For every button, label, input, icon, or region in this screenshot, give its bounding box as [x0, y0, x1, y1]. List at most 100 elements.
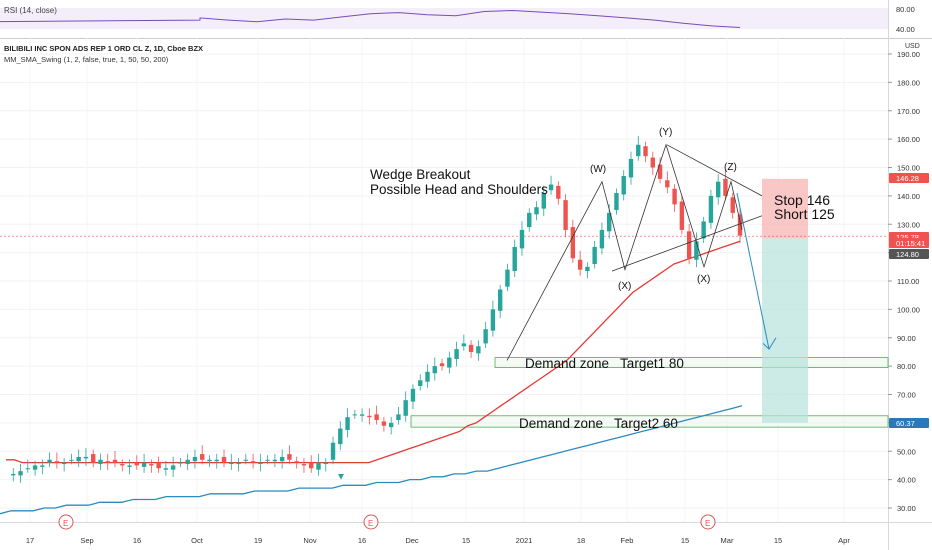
candle-body: [120, 464, 125, 466]
rsi-tick-40: 40.00: [896, 25, 915, 34]
price-badge-text: 146.28: [896, 174, 919, 183]
time-tick-label: 18: [577, 536, 585, 545]
candle-body: [287, 454, 292, 460]
price-badge-text: 125.78: [896, 233, 919, 242]
candle-body: [178, 462, 183, 464]
candle-body: [279, 456, 285, 462]
candle-body: [61, 462, 67, 465]
candle-body: [388, 422, 394, 428]
candle-body: [636, 144, 641, 157]
candle-body: [621, 176, 626, 195]
candle-body: [105, 461, 110, 463]
svg-text:E: E: [63, 519, 68, 528]
candle-body: [265, 459, 270, 461]
candle-body: [54, 461, 60, 463]
wave-z-label: (Z): [724, 162, 737, 173]
moving-averages: [0, 240, 743, 515]
candle-body: [454, 349, 459, 360]
signal-triangle: [338, 473, 344, 480]
price-tick-label: 190.00: [897, 50, 920, 59]
time-tick-label: 15: [774, 536, 782, 545]
price-axis[interactable]: 190.00 180.00 170.00 160.00 150.00 140.00 130.…: [888, 50, 920, 513]
candle-body: [694, 241, 699, 260]
candle-body: [236, 462, 241, 465]
candle-body: [650, 157, 655, 168]
candle-body: [301, 464, 307, 466]
candle-body: [708, 195, 714, 223]
rsi-polyline: [0, 9, 741, 28]
candle-body: [381, 421, 387, 426]
candle-body: [599, 229, 605, 249]
candle-body: [83, 456, 89, 459]
candle-body: [163, 468, 169, 470]
candle-body: [490, 309, 496, 331]
time-tick-label: Nov: [303, 536, 317, 545]
earnings-marker-1[interactable]: E: [58, 514, 74, 530]
candle-body: [439, 363, 445, 367]
candle-body: [374, 414, 379, 421]
candle-body: [527, 212, 532, 228]
candle-body: [657, 164, 663, 179]
candle-body: [403, 400, 408, 416]
candle-body: [200, 454, 205, 460]
price-badge-text: 60.37: [896, 419, 915, 428]
rsi-tick-80: 80.00: [896, 5, 915, 14]
candle-body: [396, 414, 401, 421]
candle-body: [715, 181, 721, 198]
candle-body: [91, 454, 96, 463]
candle-body: [221, 456, 227, 463]
price-tick-label: 140.00: [897, 192, 920, 201]
price-badge-text: 01:15:41: [896, 239, 925, 248]
candle-body: [338, 428, 343, 445]
candle-body: [170, 465, 176, 470]
candle-body: [243, 459, 249, 461]
candle-body: [32, 465, 38, 470]
symbol-line: BILIBILI INC SPON ADS REP 1 ORD CL Z, 1D…: [4, 44, 203, 53]
candle-body: [149, 464, 154, 466]
time-tick-label: Sep: [80, 536, 93, 545]
demand2-label: Demand zone Target2 60: [519, 416, 678, 431]
candle-body: [447, 357, 452, 368]
time-tick-label: Mar: [721, 536, 734, 545]
price-tick-label: 180.00: [897, 78, 920, 87]
candle-body: [432, 366, 437, 374]
candle-body: [367, 415, 372, 418]
candle-body: [418, 380, 423, 386]
time-axis[interactable]: 17 Sep 16 Oct 19 Nov 16 Dec 15 2021 18 Feb 15 Mar 15 Ap…: [26, 536, 851, 545]
candle-body: [112, 459, 118, 463]
price-tick-label: 100.00: [897, 305, 920, 314]
price-tick-label: 150.00: [897, 164, 920, 173]
candle-body: [192, 456, 198, 462]
time-tick-label: 15: [681, 536, 689, 545]
candle-body: [352, 414, 358, 416]
earnings-marker-3[interactable]: E: [700, 514, 716, 530]
candles: [11, 136, 743, 483]
time-tick-label: Apr: [838, 536, 850, 545]
candle-body: [25, 468, 31, 470]
candle-body: [476, 346, 481, 354]
demand-zones: [410, 357, 889, 428]
candle-body: [134, 462, 140, 466]
wedge-subtitle: Possible Head and Shoulders: [370, 182, 548, 197]
indicator-line: MM_SMA_Swing (1, 2, false, true, 1, 50, …: [4, 55, 169, 64]
wave-x1-label: (X): [618, 281, 631, 292]
candle-body: [250, 461, 256, 463]
wedge-lines: [338, 143, 777, 480]
demand1-label: Demand zone Target1 80: [525, 356, 684, 371]
candle-body: [156, 462, 161, 469]
candle-body: [563, 200, 568, 230]
candle-body: [127, 465, 132, 467]
candle-body: [11, 473, 16, 476]
candle-body: [214, 459, 219, 462]
candle-body: [606, 212, 612, 232]
candle-body: [76, 456, 81, 462]
earnings-marker-2[interactable]: E: [363, 514, 379, 530]
projection-arrowhead: [762, 337, 777, 350]
price-tick-label: 50.00: [897, 447, 916, 456]
wave-path: [506, 143, 743, 361]
trade-box: [0, 178, 888, 423]
candle-body: [40, 465, 45, 467]
time-tick-label: Oct: [191, 536, 204, 545]
